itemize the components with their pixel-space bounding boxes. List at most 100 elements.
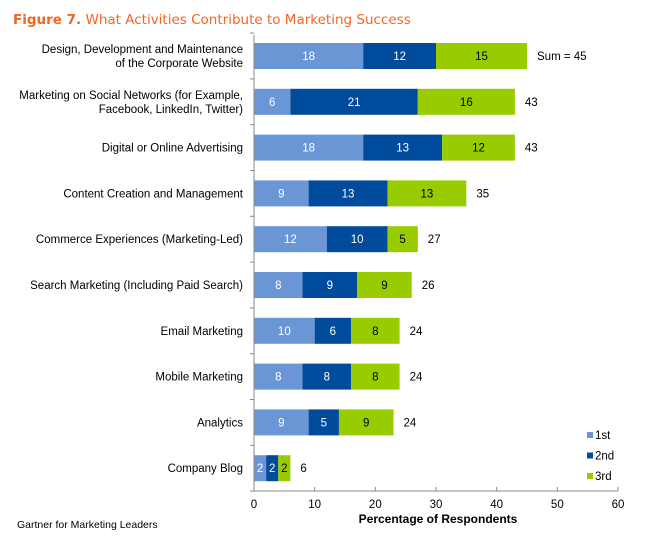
- segment-value-label: 8: [372, 326, 378, 338]
- bar-segment-2nd: [308, 409, 339, 436]
- bar-segment-3rd: [442, 134, 515, 161]
- segment-value-label: 5: [321, 417, 327, 429]
- segment-value-label: 16: [460, 97, 473, 109]
- legend-swatch-2nd: [587, 452, 593, 459]
- segment-value-label: 9: [278, 188, 284, 200]
- category-label: Design, Development and Maintenance of th…: [42, 44, 243, 70]
- x-axis-title: Percentage of Respondents: [359, 512, 518, 526]
- bar-segment-3rd: [417, 88, 515, 115]
- segment-value-label: 12: [472, 143, 485, 155]
- bar-segment-2nd: [314, 317, 352, 344]
- total-label: 43: [525, 143, 538, 155]
- bar-segment-3rd: [357, 272, 412, 298]
- segment-value-label: 5: [399, 234, 405, 246]
- segment-value-label: 10: [278, 326, 291, 338]
- total-label: 24: [410, 372, 423, 384]
- category-label: Commerce Experiences (Marketing-Led): [36, 234, 243, 246]
- bar-segment-3rd: [387, 180, 467, 207]
- x-tick-label: 10: [308, 499, 321, 511]
- total-label: 24: [410, 326, 423, 338]
- source-note: Gartner for Marketing Leaders: [17, 519, 158, 531]
- bar-segment-2nd: [266, 455, 279, 482]
- segment-value-label: 9: [381, 280, 387, 292]
- segment-value-label: 21: [348, 97, 361, 109]
- segment-value-label: 18: [302, 143, 315, 155]
- segment-value-label: 2: [281, 463, 287, 475]
- x-tick-label: 20: [369, 499, 382, 511]
- figure-number: Figure 7.: [13, 12, 82, 28]
- segment-value-label: 12: [393, 51, 406, 63]
- bar-segment-2nd: [308, 180, 388, 207]
- segment-value-label: 2: [257, 463, 263, 475]
- segment-value-label: 13: [342, 188, 355, 200]
- segment-value-label: 13: [421, 188, 434, 200]
- total-label: 35: [476, 188, 489, 200]
- bar-segment-3rd: [387, 226, 418, 253]
- bar-segment-1st: [254, 363, 303, 390]
- bar-segment-2nd: [290, 88, 418, 115]
- category-label: Analytics: [197, 417, 243, 429]
- segment-value-label: 13: [396, 143, 409, 155]
- segment-value-label: 18: [302, 51, 315, 63]
- segment-value-label: 12: [284, 234, 297, 246]
- category-label: Search Marketing (Including Paid Search): [30, 280, 243, 292]
- x-tick-label: 60: [612, 499, 625, 511]
- bar-segment-3rd: [351, 363, 400, 390]
- segment-value-label: 6: [330, 326, 336, 338]
- segment-value-label: 9: [278, 417, 284, 429]
- bar-segment-1st: [254, 43, 364, 69]
- bar-segment-3rd: [338, 409, 394, 436]
- segment-value-label: 6: [269, 97, 275, 109]
- bar-segment-1st: [254, 409, 309, 436]
- segment-value-label: 8: [275, 372, 281, 384]
- figure-title: Figure 7. What Activities Contribute to …: [13, 12, 411, 28]
- segment-value-label: 2: [269, 463, 275, 475]
- segment-value-label: 15: [475, 51, 488, 63]
- bar-segment-1st: [254, 180, 309, 207]
- legend-swatch-3rd: [587, 473, 593, 479]
- bar-segment-2nd: [363, 43, 436, 69]
- category-label: Digital or Online Advertising: [102, 143, 243, 155]
- x-tick-label: 0: [251, 499, 257, 511]
- figure-title-text: What Activities Contribute to Marketing …: [85, 12, 411, 28]
- total-label: 6: [300, 463, 306, 475]
- bar-segment-1st: [254, 134, 364, 161]
- category-label: Email Marketing: [161, 326, 243, 338]
- bar-segment-2nd: [326, 226, 388, 253]
- segment-value-label: 8: [324, 372, 330, 384]
- legend-label: 2nd: [595, 451, 614, 463]
- x-tick-label: 40: [490, 499, 503, 511]
- bar-segment-1st: [254, 272, 303, 298]
- category-label: Marketing on Social Networks (for Exampl…: [19, 90, 243, 116]
- bar-segment-3rd: [351, 317, 400, 344]
- bar-segment-1st: [254, 317, 315, 344]
- segment-value-label: 9: [363, 417, 369, 429]
- bar-segment-1st: [254, 226, 327, 253]
- category-label: Mobile Marketing: [155, 372, 243, 384]
- legend-swatch-1st: [587, 432, 593, 438]
- segment-value-label: 9: [327, 280, 333, 292]
- bar-segment-2nd: [363, 134, 443, 161]
- axes-group: Design, Development and Maintenance of th…: [19, 32, 625, 526]
- bar-segment-2nd: [302, 363, 352, 390]
- bar-segment-1st: [254, 88, 291, 115]
- total-label: 43: [525, 97, 538, 109]
- bar-segment-3rd: [278, 455, 291, 482]
- legend: 1st 2nd 3rd: [587, 430, 614, 483]
- total-label: Sum = 45: [537, 51, 587, 63]
- bar-segment-1st: [254, 455, 267, 482]
- x-tick-label: 30: [430, 499, 443, 511]
- category-label: Company Blog: [168, 463, 243, 475]
- legend-label: 1st: [595, 430, 611, 442]
- segment-value-label: 10: [351, 234, 364, 246]
- total-label: 27: [428, 234, 441, 246]
- bar-segment-2nd: [302, 272, 358, 298]
- segment-value-label: 8: [275, 280, 281, 292]
- category-label: Content Creation and Management: [63, 188, 243, 200]
- legend-label: 3rd: [595, 471, 612, 483]
- bars-group: 18 12 15 Sum = 45 6 21 16 43 18 13 12 43 9 13 13 35 12 10…: [254, 43, 587, 482]
- segment-value-label: 8: [372, 372, 378, 384]
- bar-segment-3rd: [436, 43, 527, 69]
- x-tick-label: 50: [551, 499, 564, 511]
